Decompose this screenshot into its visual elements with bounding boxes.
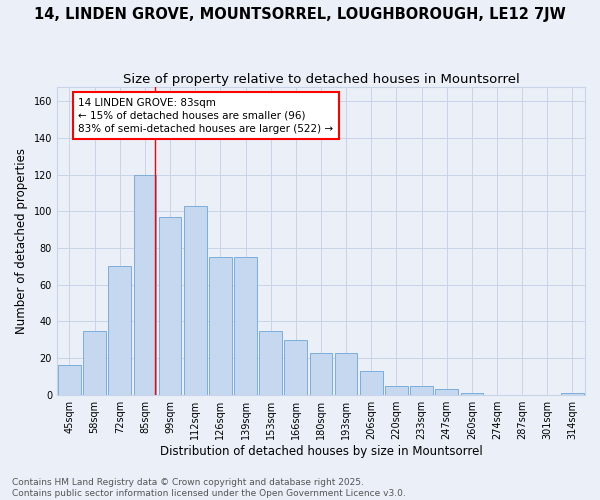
Bar: [159, 217, 181, 394]
Bar: [561, 393, 584, 394]
Bar: [58, 366, 81, 394]
X-axis label: Distribution of detached houses by size in Mountsorrel: Distribution of detached houses by size …: [160, 444, 482, 458]
Bar: [335, 352, 358, 395]
Bar: [360, 371, 383, 394]
Y-axis label: Number of detached properties: Number of detached properties: [15, 148, 28, 334]
Bar: [410, 386, 433, 394]
Bar: [385, 386, 408, 394]
Bar: [259, 330, 282, 394]
Text: 14, LINDEN GROVE, MOUNTSORREL, LOUGHBOROUGH, LE12 7JW: 14, LINDEN GROVE, MOUNTSORREL, LOUGHBORO…: [34, 8, 566, 22]
Bar: [436, 389, 458, 394]
Text: Contains HM Land Registry data © Crown copyright and database right 2025.
Contai: Contains HM Land Registry data © Crown c…: [12, 478, 406, 498]
Bar: [209, 257, 232, 394]
Bar: [234, 257, 257, 394]
Bar: [184, 206, 206, 394]
Bar: [310, 352, 332, 395]
Bar: [461, 393, 483, 394]
Text: 14 LINDEN GROVE: 83sqm
← 15% of detached houses are smaller (96)
83% of semi-det: 14 LINDEN GROVE: 83sqm ← 15% of detached…: [78, 98, 334, 134]
Bar: [83, 330, 106, 394]
Bar: [109, 266, 131, 394]
Bar: [284, 340, 307, 394]
Title: Size of property relative to detached houses in Mountsorrel: Size of property relative to detached ho…: [122, 72, 520, 86]
Bar: [134, 174, 156, 394]
